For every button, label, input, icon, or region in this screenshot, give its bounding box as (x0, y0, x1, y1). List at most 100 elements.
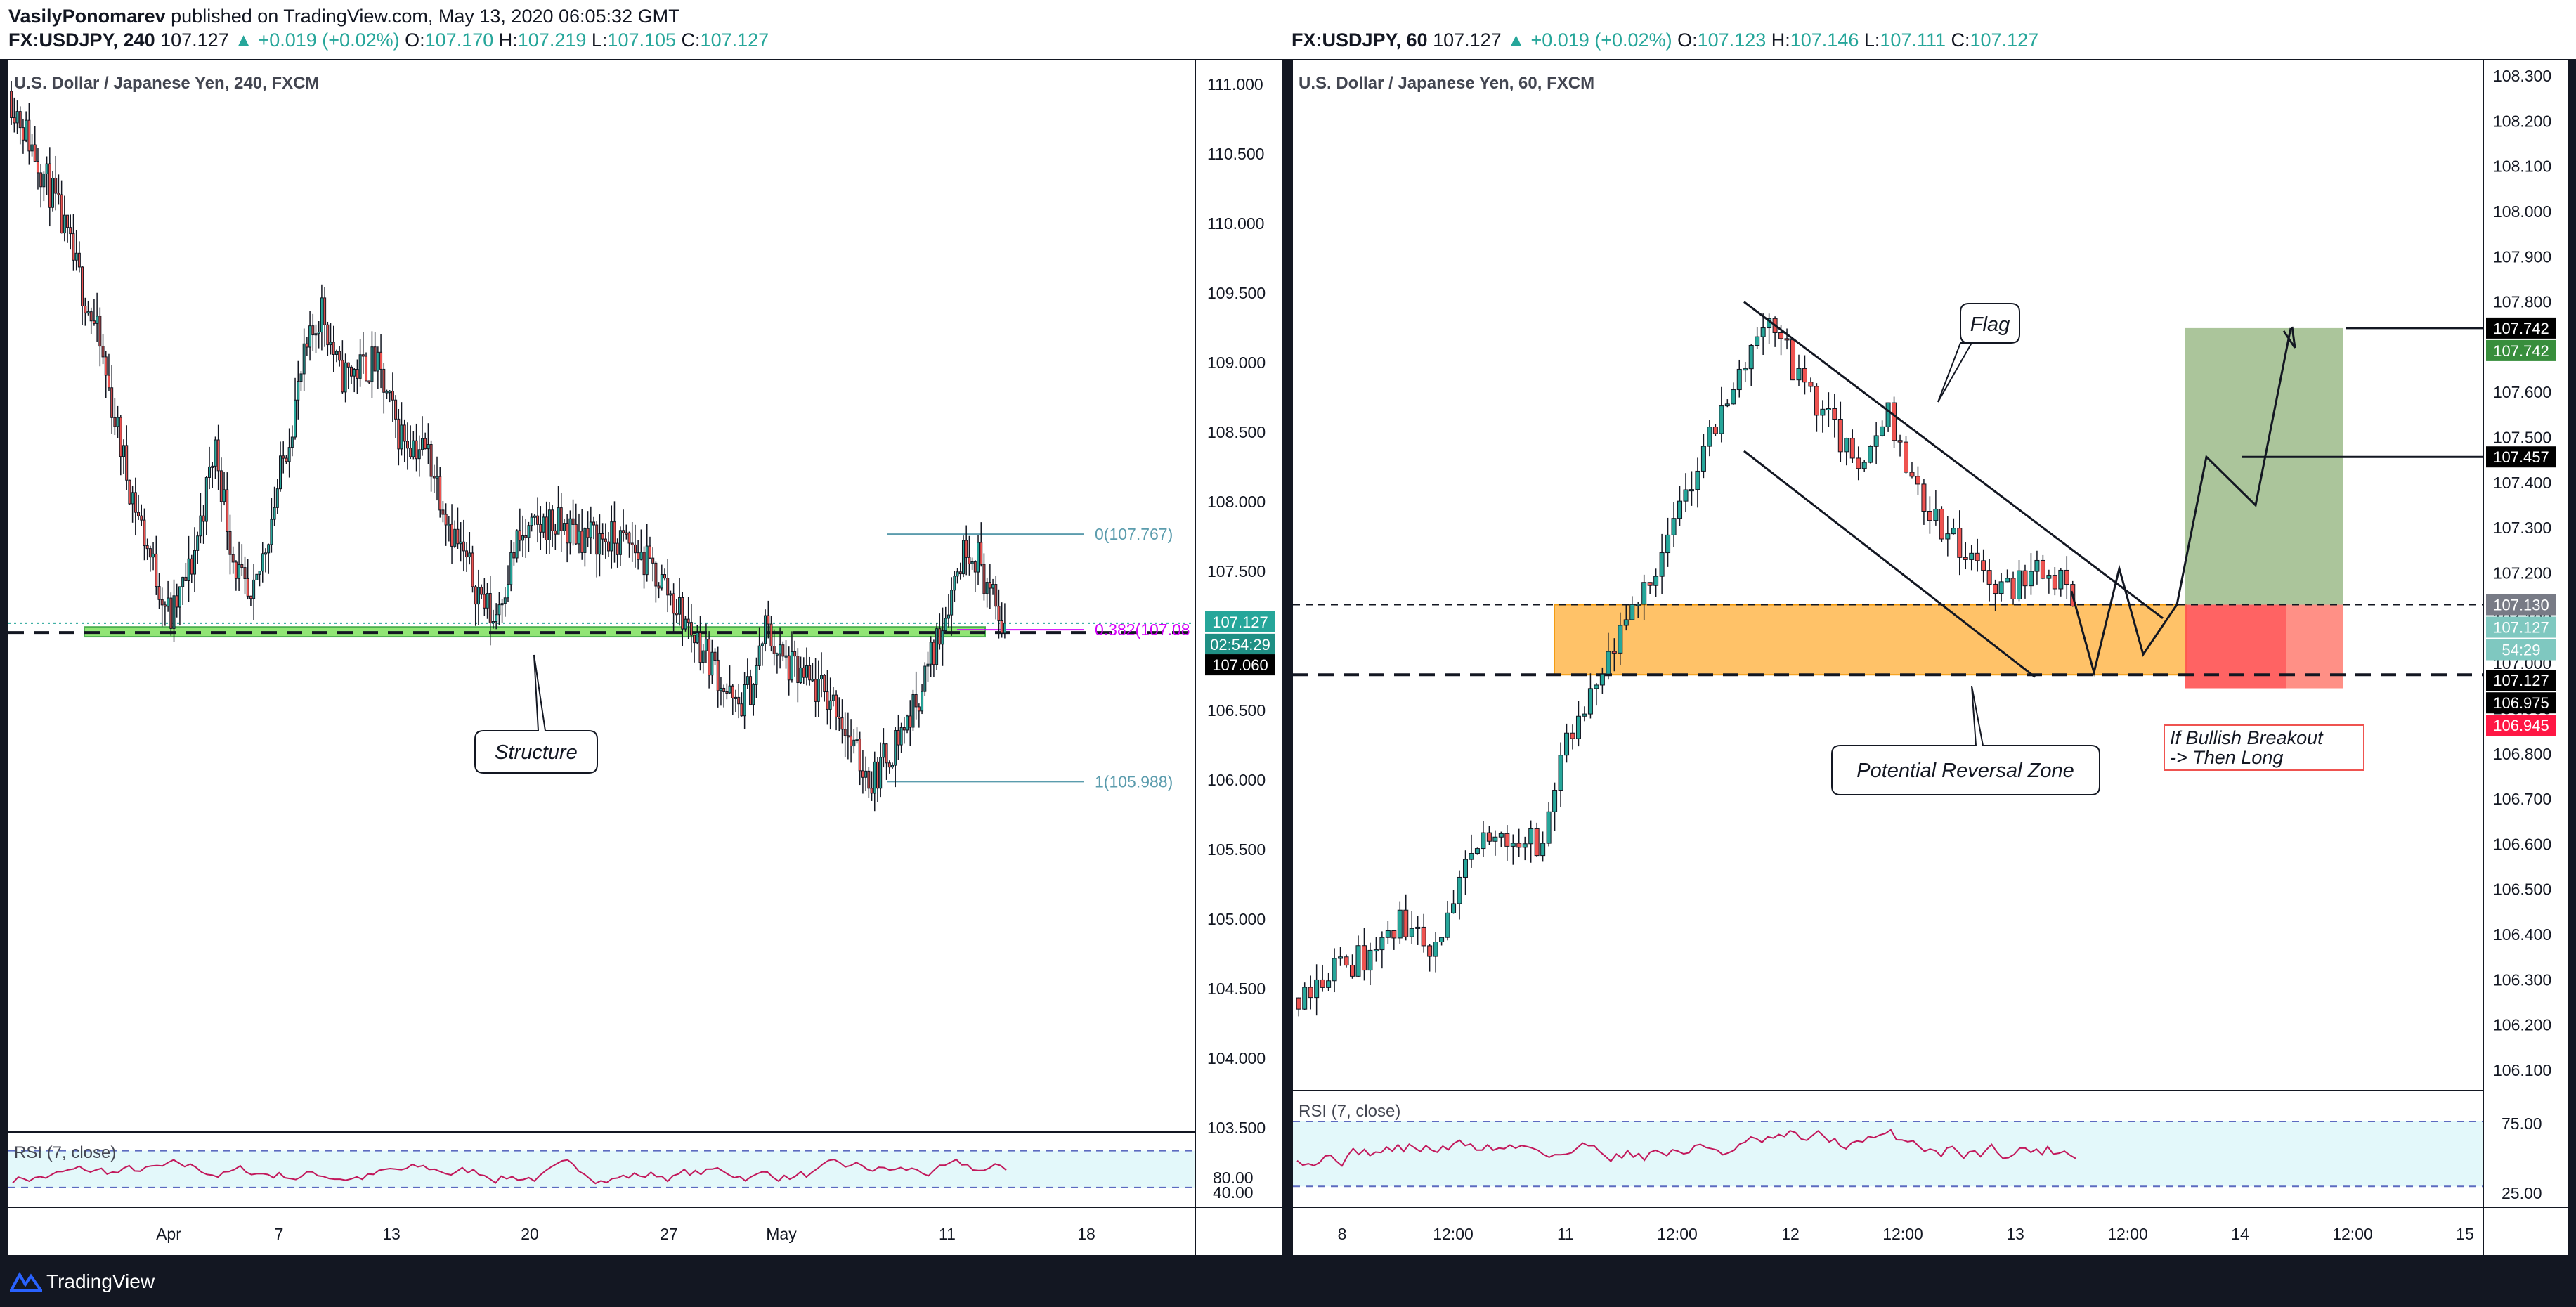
projection-path[interactable] (2070, 326, 2296, 677)
candle-body (243, 567, 247, 579)
right-chart-title: U.S. Dollar / Japanese Yen, 60, FXCM (1299, 74, 1594, 93)
candle-body (873, 761, 876, 794)
candle-body (81, 266, 84, 306)
author-name[interactable]: VasilyPonomarev (8, 6, 166, 27)
candle-body (169, 597, 173, 629)
candle-body (805, 665, 808, 678)
candle-body (926, 663, 930, 667)
candle-body (1814, 386, 1819, 416)
tradingview-logo-icon[interactable] (10, 1269, 42, 1294)
candle-body (1469, 853, 1474, 860)
candle-body (781, 644, 785, 657)
candle-body (397, 418, 401, 450)
candle-body (394, 399, 398, 420)
candle-body (1975, 552, 1980, 561)
right-price-tick: 107.800 (2493, 293, 2551, 311)
candle-body (835, 694, 838, 717)
fibonacci-retracement[interactable]: 0(107.767) 1(105.988) 0.382(107.08 (887, 525, 1190, 791)
left-o-label: O: (405, 30, 425, 51)
prz-callout[interactable]: Potential Reversal Zone (1831, 685, 2100, 795)
left-rsi-pane[interactable]: RSI (7, close) (8, 1143, 1195, 1188)
potential-reversal-zone[interactable] (1554, 604, 2187, 676)
price-badge (2486, 616, 2556, 638)
candle-body (1344, 956, 1349, 966)
candle-body (589, 521, 592, 538)
candle-body (1439, 937, 1445, 943)
structure-callout[interactable]: Structure (474, 654, 598, 774)
breakout-note[interactable]: If Bullish Breakout -> Then Long (2164, 724, 2364, 771)
candle-body (202, 515, 205, 522)
candle-body (137, 512, 141, 516)
candle-body (447, 524, 450, 526)
price-badge-text: 107.060 (1212, 656, 1268, 674)
candle-body (208, 466, 212, 478)
candle-body (1302, 987, 1308, 1010)
candle-body (864, 770, 868, 778)
price-badge-text: 106.945 (2493, 717, 2549, 734)
candle-body (54, 177, 58, 194)
candle-body (737, 696, 741, 705)
candle-body (840, 717, 844, 730)
candle-body (1712, 427, 1718, 434)
candle-body (367, 380, 371, 383)
candle-body (793, 651, 797, 657)
right-close: 107.127 (1970, 30, 2039, 51)
price-badge (2486, 446, 2556, 468)
right-symbol[interactable]: FX:USDJPY, 60 (1292, 30, 1428, 51)
right-chart-panel[interactable]: 108.300 108.200 108.100 108.000 107.900 107.8… (1293, 60, 2568, 1255)
candle-body (1522, 843, 1528, 848)
flag-callout[interactable]: Flag (1937, 303, 2020, 403)
flag-channel[interactable] (1743, 301, 2164, 678)
left-time-scale[interactable]: Apr 7 13 20 27 May 11 18 (156, 1225, 1095, 1243)
tradingview-brand[interactable]: TradingView (46, 1270, 155, 1292)
candle-body (921, 691, 924, 712)
candle-body (30, 144, 34, 152)
candle-body (1618, 625, 1623, 654)
candle-body (10, 91, 13, 119)
candle-body (914, 694, 918, 708)
left-h-label: H: (498, 30, 518, 51)
left-price: 107.127 (160, 30, 229, 51)
candle-body (1892, 402, 1897, 441)
left-time-tick: Apr (156, 1225, 181, 1243)
left-price-tick: 104.500 (1207, 980, 1266, 998)
left-time-tick: 11 (939, 1225, 956, 1243)
candle-body (802, 667, 805, 678)
candle-body (1552, 790, 1558, 812)
candle-body (89, 311, 93, 322)
candle-body (311, 325, 315, 336)
right-time-scale[interactable]: 8 12:00 11 12:00 12 12:00 13 12:00 14 12:00 15 (1338, 1225, 2474, 1243)
candle-body (941, 630, 944, 645)
candle-body (223, 489, 226, 502)
candle-body (152, 553, 155, 558)
candle-body (583, 528, 587, 553)
right-time-tick: 12:00 (1433, 1225, 1474, 1243)
candle-body (155, 553, 158, 587)
candle-body (1778, 332, 1784, 339)
candle-body (476, 587, 480, 605)
candle-body (637, 552, 640, 560)
left-candles[interactable] (10, 81, 1006, 812)
candle-body (1314, 979, 1320, 999)
candle-body (66, 214, 70, 228)
right-rsi-pane[interactable]: RSI (7, close) (1293, 1102, 2483, 1188)
candle-body (264, 552, 267, 555)
candle-body (261, 553, 264, 572)
candle-body (1904, 441, 1909, 473)
candle-body (977, 542, 980, 573)
candle-body (86, 311, 90, 314)
candle-body (932, 642, 935, 665)
candle-body (282, 455, 285, 459)
candle-body (1000, 620, 1003, 634)
candle-body (1332, 958, 1337, 982)
candle-body (60, 194, 63, 234)
left-chart-panel[interactable]: 111.000 110.500 110.000 109.500 109.000 108.5… (8, 60, 1282, 1255)
candle-body (72, 233, 75, 261)
candle-body (1695, 470, 1700, 490)
candle-body (625, 532, 628, 535)
candle-body (459, 541, 462, 545)
right-price-scale[interactable]: 108.300 108.200 108.100 108.000 107.900 107.8… (2493, 67, 2551, 1202)
candle-body (305, 343, 308, 348)
candle-body (1462, 859, 1468, 878)
left-symbol[interactable]: FX:USDJPY, 240 (8, 30, 155, 51)
